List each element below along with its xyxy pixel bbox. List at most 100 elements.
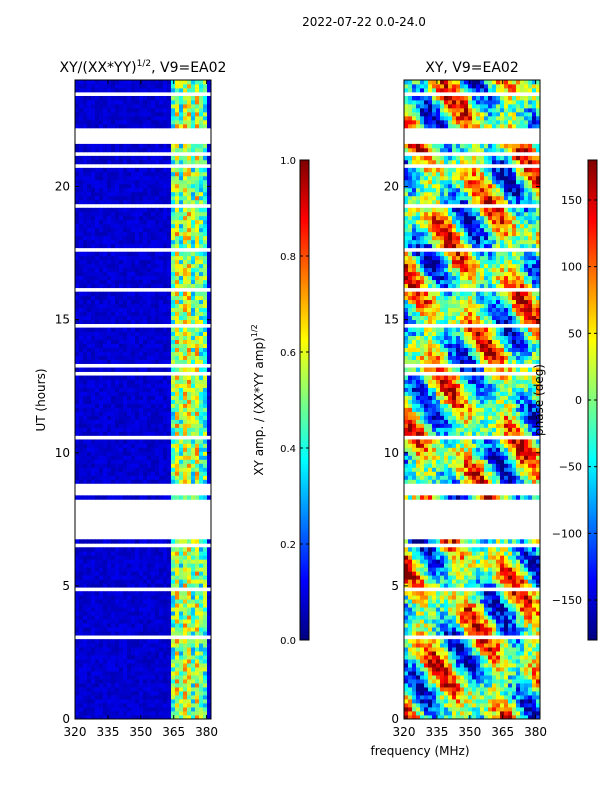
heatmap-cell [171, 199, 176, 205]
heatmap-cell [163, 623, 168, 628]
heatmap-cell [183, 555, 188, 560]
heatmap-cell [516, 667, 521, 672]
heatmap-cell [143, 699, 148, 704]
heatmap-cell [155, 679, 160, 684]
heatmap-cell [111, 563, 116, 568]
heatmap-cell [83, 459, 88, 464]
heatmap-cell [207, 667, 212, 672]
heatmap-cell [207, 459, 212, 464]
heatmap-cell [163, 95, 168, 101]
heatmap-cell [195, 663, 200, 668]
heatmap-cell [131, 315, 136, 321]
heatmap-cell [175, 355, 180, 360]
heatmap-cell [83, 403, 88, 408]
heatmap-cell [127, 251, 132, 257]
heatmap-cell [115, 367, 120, 372]
heatmap-cell [111, 227, 116, 233]
heatmap-cell [207, 315, 212, 321]
heatmap-cell [119, 80, 124, 85]
heatmap-cell [107, 375, 112, 380]
heatmap-cell [107, 179, 112, 185]
heatmap-cell [167, 675, 172, 680]
heatmap-cell [167, 167, 172, 173]
heatmap-cell [91, 107, 96, 113]
heatmap-cell [183, 255, 188, 261]
heatmap-cell [432, 659, 437, 664]
heatmap-cell [163, 267, 168, 273]
heatmap-cell [127, 431, 132, 436]
heatmap-cell [171, 111, 176, 117]
heatmap-cell [75, 207, 80, 213]
heatmap-cell [480, 699, 485, 704]
heatmap-cell [99, 471, 104, 476]
heatmap-cell [171, 599, 176, 604]
heatmap-cell [99, 199, 104, 205]
heatmap-cell [159, 259, 164, 265]
heatmap-cell [79, 399, 84, 404]
heatmap-cell [155, 343, 160, 348]
heatmap-cell [79, 263, 84, 269]
heatmap-cell [127, 663, 132, 668]
heatmap-cell [151, 103, 156, 109]
heatmap-cell [472, 695, 477, 700]
heatmap-cell [163, 539, 168, 544]
heatmap-cell [420, 687, 425, 692]
heatmap-cell [107, 703, 112, 708]
heatmap-cell [163, 275, 168, 281]
heatmap-cell [139, 423, 144, 428]
heatmap-cell [159, 559, 164, 564]
heatmap-cell [99, 671, 104, 676]
heatmap-cell [95, 219, 100, 225]
heatmap-cell [107, 695, 112, 700]
heatmap-cell [203, 583, 208, 588]
heatmap-cell [163, 391, 168, 396]
heatmap-cell [107, 355, 112, 360]
heatmap-cell [123, 255, 128, 261]
heatmap-cell [167, 683, 172, 688]
heatmap-cell [464, 667, 469, 672]
heatmap-cell [87, 219, 92, 225]
heatmap-cell [131, 80, 136, 85]
heatmap-cell [163, 83, 168, 89]
heatmap-cell [175, 567, 180, 572]
heatmap-cell [115, 315, 120, 321]
heatmap-cell [119, 335, 124, 340]
heatmap-cell [163, 331, 168, 336]
heatmap-cell [111, 307, 116, 313]
heatmap-cell [167, 275, 172, 281]
heatmap-cell [195, 183, 200, 189]
heatmap-cell [191, 399, 196, 404]
heatmap-cell [199, 167, 204, 173]
heatmap-cell [195, 80, 200, 85]
heatmap-cell [159, 119, 164, 125]
heatmap-cell [203, 207, 208, 213]
heatmap-cell [199, 443, 204, 448]
heatmap-cell [203, 391, 208, 396]
heatmap-cell [107, 80, 112, 85]
heatmap-cell [175, 115, 180, 121]
heatmap-cell [163, 603, 168, 608]
heatmap-cell [420, 695, 425, 700]
heatmap-cell [139, 123, 144, 129]
heatmap-cell [191, 427, 196, 432]
heatmap-cell [183, 279, 188, 285]
heatmap-cell [111, 683, 116, 688]
heatmap-cell [155, 223, 160, 229]
heatmap-cell [191, 467, 196, 472]
heatmap-cell [127, 391, 132, 396]
heatmap-cell [91, 103, 96, 109]
heatmap-cell [171, 103, 176, 109]
heatmap-cell [111, 251, 116, 257]
heatmap-cell [91, 715, 96, 720]
heatmap-cell [167, 607, 172, 612]
heatmap-cell [536, 691, 541, 696]
heatmap-cell [135, 407, 140, 412]
heatmap-cell [199, 631, 204, 636]
heatmap-cell [111, 215, 116, 221]
heatmap-cell [159, 687, 164, 692]
heatmap-cell [131, 671, 136, 676]
heatmap-cell [155, 707, 160, 712]
heatmap-cell [119, 339, 124, 344]
heatmap-cell [75, 279, 80, 285]
heatmap-cell [187, 211, 192, 217]
